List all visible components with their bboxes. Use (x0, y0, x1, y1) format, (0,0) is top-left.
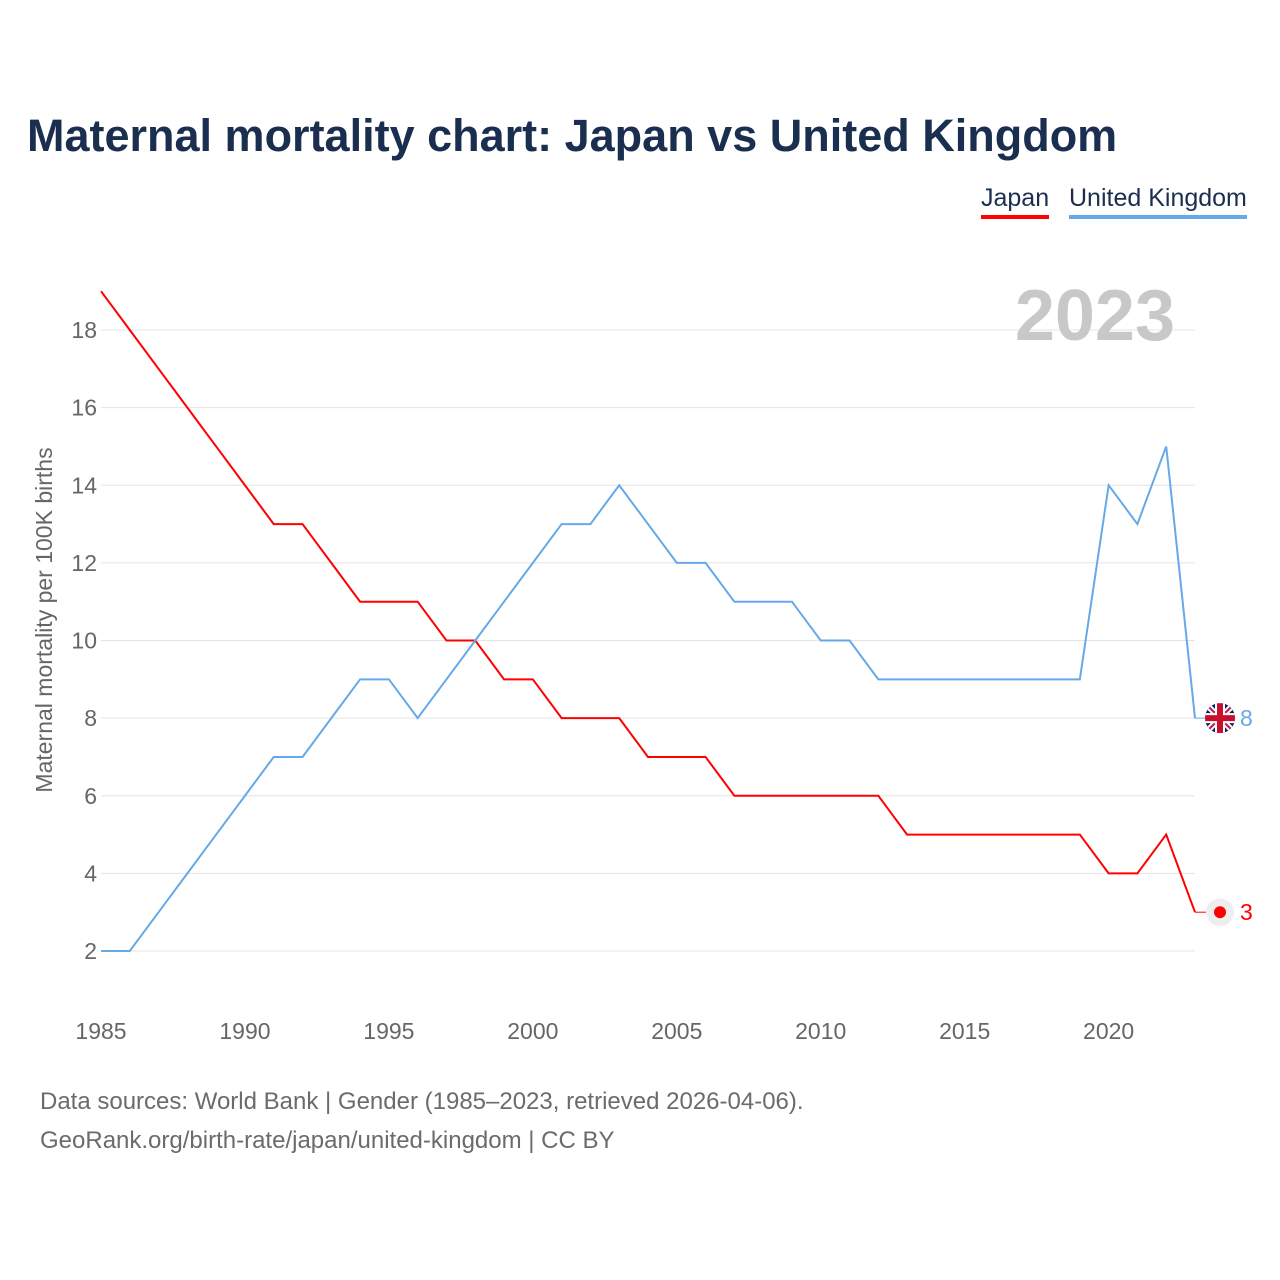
series-line-japan (100, 290, 1196, 913)
x-tick-label: 2005 (651, 1018, 702, 1044)
y-tick-label: 2 (84, 938, 97, 964)
y-tick-label: 6 (84, 783, 97, 809)
uk-flag-icon (1205, 703, 1235, 734)
x-tick-label: 2015 (939, 1018, 990, 1044)
japan-end-label: 3 (1240, 899, 1253, 925)
year-watermark: 2023 (1015, 276, 1175, 356)
x-tick-label: 2010 (795, 1018, 846, 1044)
y-tick-label: 14 (71, 472, 97, 498)
footer-sources: Data sources: World Bank | Gender (1985–… (40, 1088, 804, 1115)
x-tick-label: 1985 (75, 1018, 126, 1044)
japan-flag-dot (1214, 906, 1226, 919)
legend-united-kingdom[interactable]: United Kingdom (1069, 184, 1247, 219)
y-tick-label: 4 (84, 860, 97, 886)
y-axis-label: Maternal mortality per 100K births (31, 447, 57, 792)
x-tick-label: 1995 (363, 1018, 414, 1044)
y-tick-label: 12 (71, 550, 97, 576)
y-tick-label: 16 (71, 395, 97, 421)
legend-japan[interactable]: Japan (981, 184, 1050, 219)
chart-title: Maternal mortality chart: Japan vs Unite… (27, 110, 1118, 161)
y-tick-label: 8 (84, 705, 97, 731)
series-line-united-kingdom (101, 446, 1196, 952)
footer-link[interactable]: GeoRank.org/birth-rate/japan/united-king… (40, 1127, 615, 1154)
x-tick-label: 1990 (219, 1018, 270, 1044)
x-tick-label: 2020 (1083, 1018, 1134, 1044)
y-tick-label: 10 (71, 628, 97, 654)
y-tick-label: 18 (71, 317, 97, 343)
x-tick-label: 2000 (507, 1018, 558, 1044)
uk-end-label: 8 (1240, 705, 1253, 731)
